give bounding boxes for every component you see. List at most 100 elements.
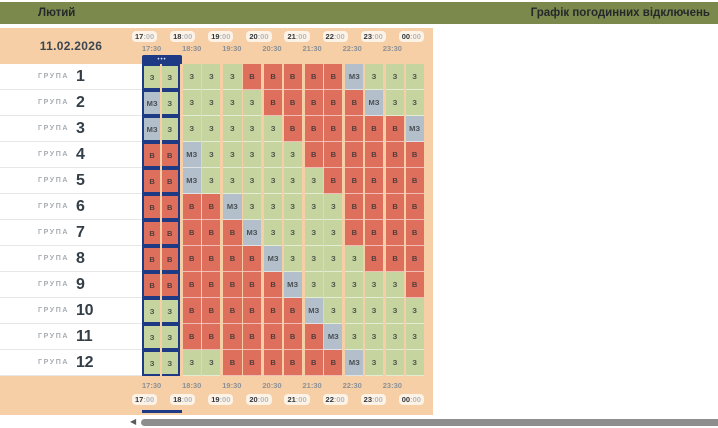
slot-cell: В — [263, 298, 283, 324]
slot-cell: В — [324, 168, 343, 194]
slot-cell: МЗ — [364, 90, 384, 116]
current-time-marker: ••• — [142, 55, 182, 64]
hour-label: 20:00 — [246, 31, 272, 42]
slot-cell: В — [202, 272, 221, 298]
slot-cell: З — [142, 350, 161, 376]
slot-cell: З — [223, 168, 242, 194]
group-row: ГРУПА 10 З З В В В В В В МЗ З З З З З — [0, 298, 433, 324]
slot-cell: В — [263, 324, 283, 350]
slot-cell: В — [345, 168, 364, 194]
slot-cell: В — [242, 350, 262, 376]
group-cells: В В В В В В МЗ З З З З В В В — [142, 246, 424, 272]
slot-cell: МЗ — [405, 116, 424, 142]
slot-cell: З — [364, 298, 384, 324]
schedule-grid: ГРУПА 1 З З З З З В В В В В МЗ З З З ГРУПА 2 МЗ З З З З З В В В В В М… — [0, 64, 433, 376]
slot-cell: В — [202, 298, 221, 324]
slot-cell: В — [142, 220, 161, 246]
schedule-table: 11.02.2026 17:00 18:00 19:00 20:00 21:00 22:0… — [0, 28, 433, 415]
month-title: Лютий — [38, 7, 76, 19]
slot-cell: В — [385, 168, 405, 194]
slot-cell: МЗ — [223, 194, 242, 220]
group-cells: З З З З З В В В В В МЗ З З З — [142, 64, 424, 90]
slot-cell: В — [182, 194, 201, 220]
group-cells: МЗ З З З З З В В В В В МЗ З З — [142, 90, 424, 116]
slot-cell: В — [304, 116, 323, 142]
group-row: ГРУПА 5 В В МЗ З З З З З З В В В В В — [0, 168, 433, 194]
group-cells: З З З З В В В В В В МЗ З З З — [142, 350, 424, 376]
slot-cell: МЗ — [263, 246, 283, 272]
hour-label: 22:00 — [322, 394, 348, 405]
slot-cell: З — [385, 350, 405, 376]
slot-cell: В — [161, 142, 180, 168]
slot-cell: З — [364, 324, 384, 350]
slot-cell: МЗ — [345, 64, 364, 90]
slot-cell: В — [385, 246, 405, 272]
slot-cell: З — [304, 272, 323, 298]
slot-cell: З — [345, 246, 364, 272]
slot-cell: В — [161, 220, 180, 246]
slot-cell: З — [223, 116, 242, 142]
slot-cell: В — [364, 220, 384, 246]
group-row: ГРУПА 2 МЗ З З З З З В В В В В МЗ З З — [0, 90, 433, 116]
slot-cell: З — [405, 298, 424, 324]
slot-cell: З — [304, 194, 323, 220]
half-hour-label: 22:30 — [342, 381, 362, 390]
slot-cell: З — [202, 90, 221, 116]
hour-label: 22:00 — [322, 31, 348, 42]
half-hour-label: 21:30 — [302, 381, 322, 390]
hour-labels-top: 17:00 18:00 19:00 20:00 21:00 22:00 23:00 00:00 — [132, 30, 424, 43]
hour-label: 00:00 — [398, 31, 424, 42]
slot-cell: В — [345, 194, 364, 220]
slot-cell: З — [242, 142, 262, 168]
half-hour-label: 23:30 — [382, 44, 402, 53]
slot-cell: В — [142, 194, 161, 220]
group-cells: В В МЗ З З З З З В В В В В В — [142, 142, 424, 168]
slot-cell: МЗ — [304, 298, 323, 324]
slot-cell: В — [202, 246, 221, 272]
group-number: 8 — [76, 249, 85, 267]
slot-cell: В — [345, 142, 364, 168]
slot-cell: З — [324, 194, 343, 220]
slot-cell: З — [385, 64, 405, 90]
half-hour-label: 17:30 — [142, 44, 162, 53]
page-title: Графік погодинних відключень — [530, 7, 710, 19]
group-word: ГРУПА — [38, 125, 69, 132]
slot-cell: В — [223, 350, 242, 376]
slot-cell: З — [263, 220, 283, 246]
slot-cell: В — [324, 90, 343, 116]
group-number: 5 — [76, 171, 85, 189]
slot-cell: В — [364, 246, 384, 272]
slot-cell: З — [142, 64, 161, 90]
slot-cell: В — [142, 142, 161, 168]
group-label: ГРУПА 6 — [0, 194, 142, 220]
slot-cell: З — [202, 142, 221, 168]
slot-cell: З — [304, 220, 323, 246]
half-hour-label: 17:30 — [142, 381, 162, 390]
slot-cell: З — [304, 168, 323, 194]
group-word: ГРУПА — [38, 203, 69, 210]
group-number: 4 — [76, 145, 85, 163]
slot-cell: В — [142, 168, 161, 194]
slot-cell: В — [182, 220, 201, 246]
half-hour-label: 19:30 — [222, 44, 242, 53]
group-number: 1 — [76, 67, 85, 85]
slot-cell: В — [324, 350, 343, 376]
slot-cell: З — [283, 168, 302, 194]
group-label: ГРУПА 4 — [0, 142, 142, 168]
slot-cell: З — [385, 90, 405, 116]
slot-cell: З — [161, 64, 180, 90]
slot-cell: В — [283, 90, 302, 116]
slot-cell: В — [242, 324, 262, 350]
scroll-left-arrow[interactable]: ◀ — [130, 417, 137, 426]
slot-cell: З — [405, 350, 424, 376]
hour-label: 23:00 — [360, 31, 386, 42]
slot-cell: З — [345, 272, 364, 298]
slot-cell: В — [182, 272, 201, 298]
slot-cell: В — [242, 298, 262, 324]
slot-cell: В — [385, 194, 405, 220]
hour-label: 20:00 — [246, 394, 272, 405]
slot-cell: В — [242, 272, 262, 298]
time-axis-top: 11.02.2026 17:00 18:00 19:00 20:00 21:00 22:0… — [0, 28, 433, 64]
horizontal-scrollbar-thumb[interactable] — [141, 419, 718, 426]
slot-cell: МЗ — [345, 350, 364, 376]
